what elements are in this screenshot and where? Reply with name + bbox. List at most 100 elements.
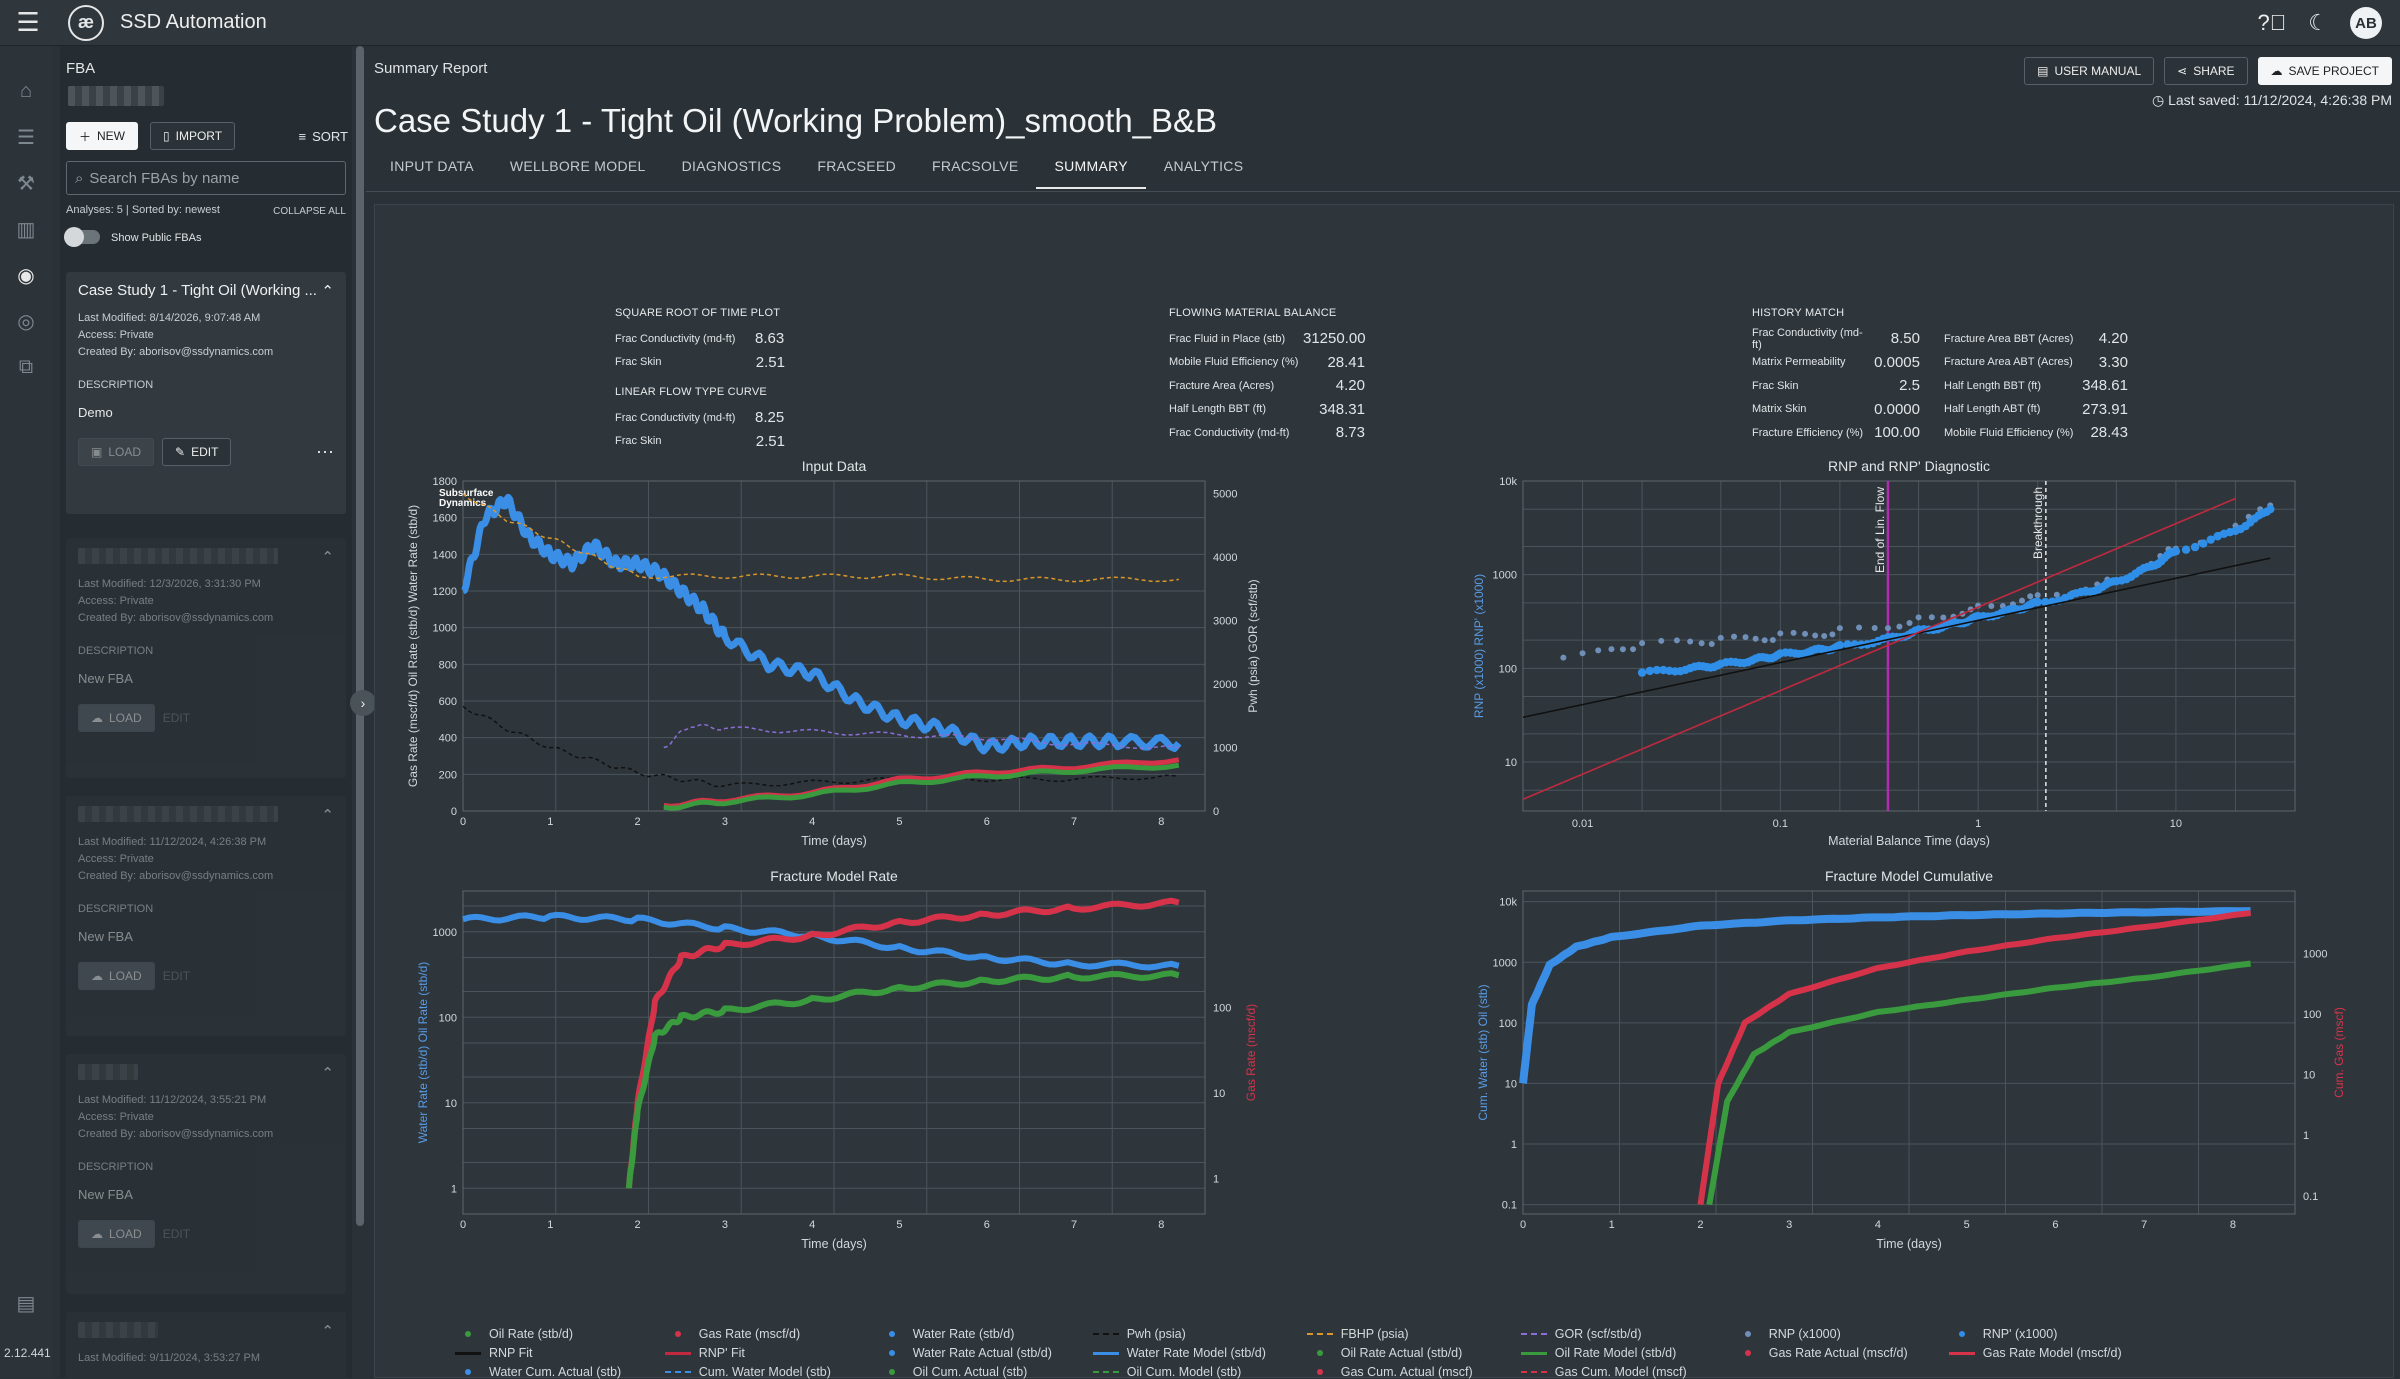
tab-diagnostics[interactable]: DIAGNOSTICS <box>681 158 782 174</box>
legend-item[interactable]: Oil Rate Actual (stb/d) <box>1307 1346 1462 1360</box>
fracture-rate-chart-ytick-left: 1 <box>451 1183 457 1195</box>
fba-card[interactable]: ⌃ Last Modified: 11/12/2024, 3:55:21 PM A… <box>66 1054 346 1294</box>
legend-item[interactable]: Gas Rate Actual (mscf/d) <box>1735 1346 1908 1360</box>
legend-item[interactable]: Gas Cum. Actual (mscf) <box>1307 1365 1473 1379</box>
legend-swatch-icon <box>664 1367 691 1377</box>
hamburger-menu-icon[interactable]: ☰ <box>16 7 40 37</box>
show-public-toggle[interactable] <box>64 227 100 247</box>
legend-item[interactable]: Gas Rate Model (mscf/d) <box>1948 1346 2122 1360</box>
home-icon[interactable]: ⌂ <box>19 79 33 102</box>
top-bar: ☰ æ SSD Automation ?⃝ ☾ AB <box>0 0 2400 46</box>
legend-item[interactable]: FBHP (psia) <box>1306 1327 1409 1341</box>
panel-scrollbar[interactable] <box>356 46 364 1226</box>
new-button[interactable]: ＋ NEW <box>66 122 139 150</box>
rnp-diagnostic-chart-point <box>1896 623 1903 630</box>
legend-item[interactable]: RNP Fit <box>455 1346 533 1360</box>
legend-item[interactable]: Water Rate Model (stb/d) <box>1092 1346 1266 1360</box>
chevron-up-icon[interactable]: ⌃ <box>321 1065 334 1082</box>
legend-label: GOR (scf/stb/d) <box>1554 1327 1642 1341</box>
legend-item[interactable]: Oil Rate (stb/d) <box>455 1327 573 1341</box>
rnp-diagnostic-chart-point <box>2027 593 2034 600</box>
tab-wellbore-model[interactable]: WELLBORE MODEL <box>509 158 646 174</box>
metric-value: 348.61 <box>2082 377 2128 395</box>
list-icon[interactable]: ☰ <box>17 126 35 149</box>
chevron-up-icon[interactable]: ⌃ <box>321 283 334 300</box>
legend-item[interactable]: Oil Cum. Actual (stb) <box>879 1365 1027 1379</box>
user-manual-button[interactable]: ▤ USER MANUAL <box>2024 57 2155 85</box>
legend-swatch-icon <box>1520 1329 1547 1339</box>
input-data-chart-ytick-left: 200 <box>439 769 457 781</box>
rnp-diagnostic-chart-ytick: 1000 <box>1493 570 1517 582</box>
rnp-diagnostic-chart-point <box>1708 640 1715 647</box>
rnp-diagnostic-chart-annotation-label: Breakthrough <box>2031 487 2045 559</box>
chevron-up-icon[interactable]: ⌃ <box>321 549 334 566</box>
cloud-upload-icon: ☁ <box>2270 64 2283 78</box>
input-data-chart-ytick-right: 4000 <box>1213 552 1237 564</box>
rnp-diagnostic-chart-point <box>2199 539 2208 548</box>
legend-item[interactable]: Oil Rate Model (stb/d) <box>1520 1346 1676 1360</box>
load-button[interactable]: ☁ LOAD <box>78 962 155 990</box>
edit-button[interactable]: ✎ EDIT <box>162 438 232 466</box>
edit-button[interactable]: EDIT <box>162 711 191 725</box>
fba-icon[interactable]: ◉ <box>17 264 35 287</box>
fba-card[interactable]: ⌃ Last Modified: 9/11/2024, 3:53:27 PM <box>66 1312 346 1378</box>
legend-item[interactable]: Gas Cum. Model (mscf) <box>1520 1365 1687 1379</box>
fracture-cumulative-chart-series-1 <box>1697 910 2251 1206</box>
more-options-icon[interactable]: ⋯ <box>316 441 334 462</box>
sort-button[interactable]: ≡ SORT <box>298 128 348 144</box>
legend-label: Water Rate (stb/d) <box>912 1327 1015 1341</box>
fracture-rate-chart-ytick-left: 10 <box>445 1098 457 1110</box>
fba-card[interactable]: ⌃ Last Modified: 11/12/2024, 4:26:38 PM A… <box>66 796 346 1036</box>
fba-card-active[interactable]: Case Study 1 - Tight Oil (Working ... ⌃ L… <box>66 272 346 514</box>
legend-item[interactable]: GOR (scf/stb/d) <box>1520 1327 1642 1341</box>
chat-icon[interactable]: ▤ <box>16 1292 36 1315</box>
legend-item[interactable]: Gas Rate (mscf/d) <box>665 1327 800 1341</box>
collapse-panel-chevron-icon[interactable]: › <box>350 690 376 716</box>
tab-fracsolve[interactable]: FRACSOLVE <box>932 158 1019 174</box>
import-button[interactable]: ▯ IMPORT <box>150 122 236 150</box>
tab-fracseed[interactable]: FRACSEED <box>817 158 896 174</box>
rnp-diagnostic-chart-point <box>1790 629 1797 636</box>
legend-item[interactable]: Oil Cum. Model (stb) <box>1092 1365 1241 1379</box>
summary-report: SQUARE ROOT OF TIME PLOT Frac Conductivi… <box>374 204 2394 1379</box>
legend-item[interactable]: Water Cum. Actual (stb) <box>455 1365 621 1379</box>
workflow-icon[interactable]: ⧉ <box>18 355 34 378</box>
legend-label: Gas Cum. Actual (mscf) <box>1340 1365 1473 1379</box>
legend-item[interactable]: RNP (x1000) <box>1735 1327 1841 1341</box>
tab-summary[interactable]: SUMMARY <box>1036 146 1146 189</box>
collapse-all-button[interactable]: COLLAPSE ALL <box>273 206 346 217</box>
input-data-chart-frame <box>462 480 1206 812</box>
input-data-chart-title: Input Data <box>802 458 867 474</box>
fracture-cumulative-chart-ytick-right: 100 <box>2303 1009 2321 1021</box>
show-public-label: Show Public FBAs <box>111 232 202 244</box>
search-input[interactable] <box>89 169 330 187</box>
legend-item[interactable]: Water Rate Actual (stb/d) <box>879 1346 1052 1360</box>
wellbore-icon[interactable]: ⚒ <box>17 172 35 195</box>
share-button[interactable]: ⋖ SHARE <box>2164 57 2248 85</box>
chart-icon[interactable]: ▥ <box>16 218 36 241</box>
load-button[interactable]: ▣ LOAD <box>78 438 155 466</box>
fracture-rate-chart-xlabel: Time (days) <box>801 1237 867 1251</box>
tab-analytics[interactable]: ANALYTICS <box>1163 158 1244 174</box>
legend-item[interactable]: Cum. Water Model (stb) <box>664 1365 831 1379</box>
chevron-up-icon[interactable]: ⌃ <box>321 807 334 824</box>
fracture-rate-chart-title: Fracture Model Rate <box>770 868 898 884</box>
legend-swatch-icon <box>664 1348 691 1358</box>
chevron-up-icon[interactable]: ⌃ <box>321 1323 334 1340</box>
analysis-icon[interactable]: ◎ <box>17 310 35 333</box>
tab-input-data[interactable]: INPUT DATA <box>390 158 474 174</box>
dark-mode-moon-icon[interactable]: ☾ <box>2308 10 2328 35</box>
legend-item[interactable]: RNP' Fit <box>664 1346 745 1360</box>
load-button[interactable]: ☁ LOAD <box>78 704 155 732</box>
legend-item[interactable]: RNP' (x1000) <box>1949 1327 2057 1341</box>
edit-button[interactable]: EDIT <box>162 969 191 983</box>
fba-card[interactable]: ⌃ Last Modified: 12/3/2026, 3:31:30 PM Ac… <box>66 538 346 778</box>
legend-item[interactable]: Water Rate (stb/d) <box>879 1327 1015 1341</box>
edit-button[interactable]: EDIT <box>162 1227 191 1241</box>
load-button[interactable]: ☁ LOAD <box>78 1220 155 1248</box>
help-icon[interactable]: ?⃝ <box>2257 10 2287 35</box>
avatar[interactable]: AB <box>2350 7 2382 39</box>
rnp-diagnostic-chart-point <box>2181 545 2191 554</box>
legend-item[interactable]: Pwh (psia) <box>1092 1327 1186 1341</box>
save-project-button[interactable]: ☁ SAVE PROJECT <box>2257 57 2392 85</box>
